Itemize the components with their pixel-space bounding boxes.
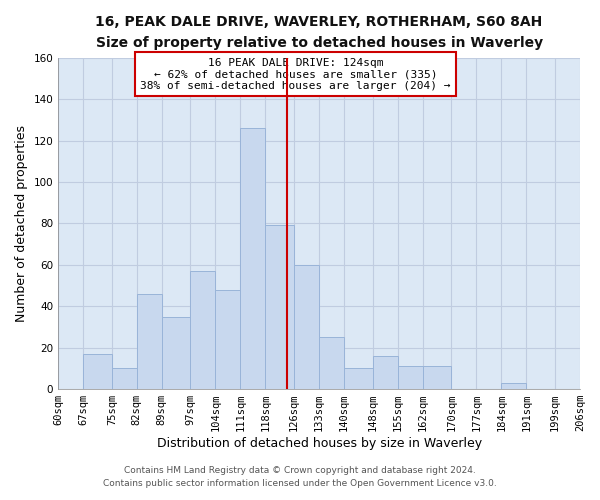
Bar (319, 338, 344, 389)
Bar (294, 265, 319, 389)
Text: 16 PEAK DALE DRIVE: 124sqm
← 62% of detached houses are smaller (335)
38% of sem: 16 PEAK DALE DRIVE: 124sqm ← 62% of deta… (140, 58, 451, 91)
Bar (162, 316, 190, 389)
X-axis label: Distribution of detached houses by size in Waverley: Distribution of detached houses by size … (157, 437, 482, 450)
Bar (137, 294, 162, 389)
Bar (215, 290, 241, 389)
Bar (190, 271, 215, 389)
Bar (423, 366, 451, 389)
Bar (502, 383, 526, 389)
Bar (241, 128, 265, 389)
Title: 16, PEAK DALE DRIVE, WAVERLEY, ROTHERHAM, S60 8AH
Size of property relative to d: 16, PEAK DALE DRIVE, WAVERLEY, ROTHERHAM… (95, 15, 543, 50)
Bar (112, 368, 137, 389)
Bar (265, 226, 294, 389)
Bar (344, 368, 373, 389)
Bar (83, 354, 112, 389)
Y-axis label: Number of detached properties: Number of detached properties (15, 125, 28, 322)
Bar (373, 356, 398, 389)
Bar (398, 366, 423, 389)
Text: Contains HM Land Registry data © Crown copyright and database right 2024.
Contai: Contains HM Land Registry data © Crown c… (103, 466, 497, 487)
